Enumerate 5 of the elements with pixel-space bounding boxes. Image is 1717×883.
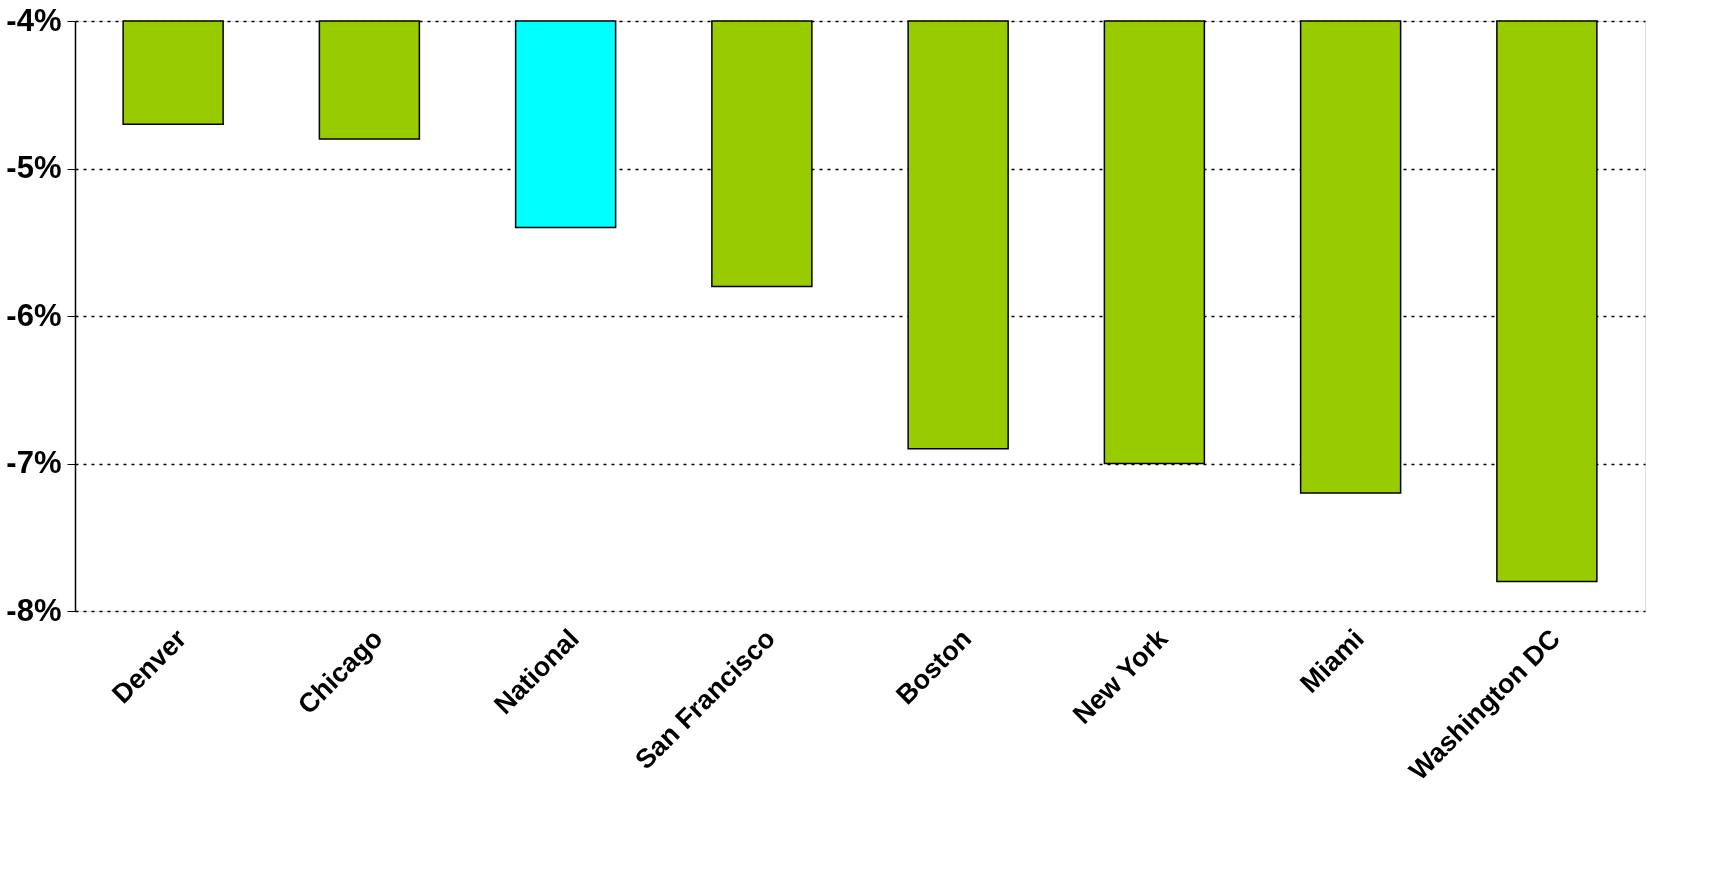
y-tick-label: -4%	[6, 2, 62, 38]
y-tick-label: -5%	[6, 150, 62, 185]
y-tick-label: -6%	[6, 297, 62, 333]
y-tick-label: -7%	[6, 445, 62, 480]
y-tick-label: -8%	[6, 592, 62, 628]
